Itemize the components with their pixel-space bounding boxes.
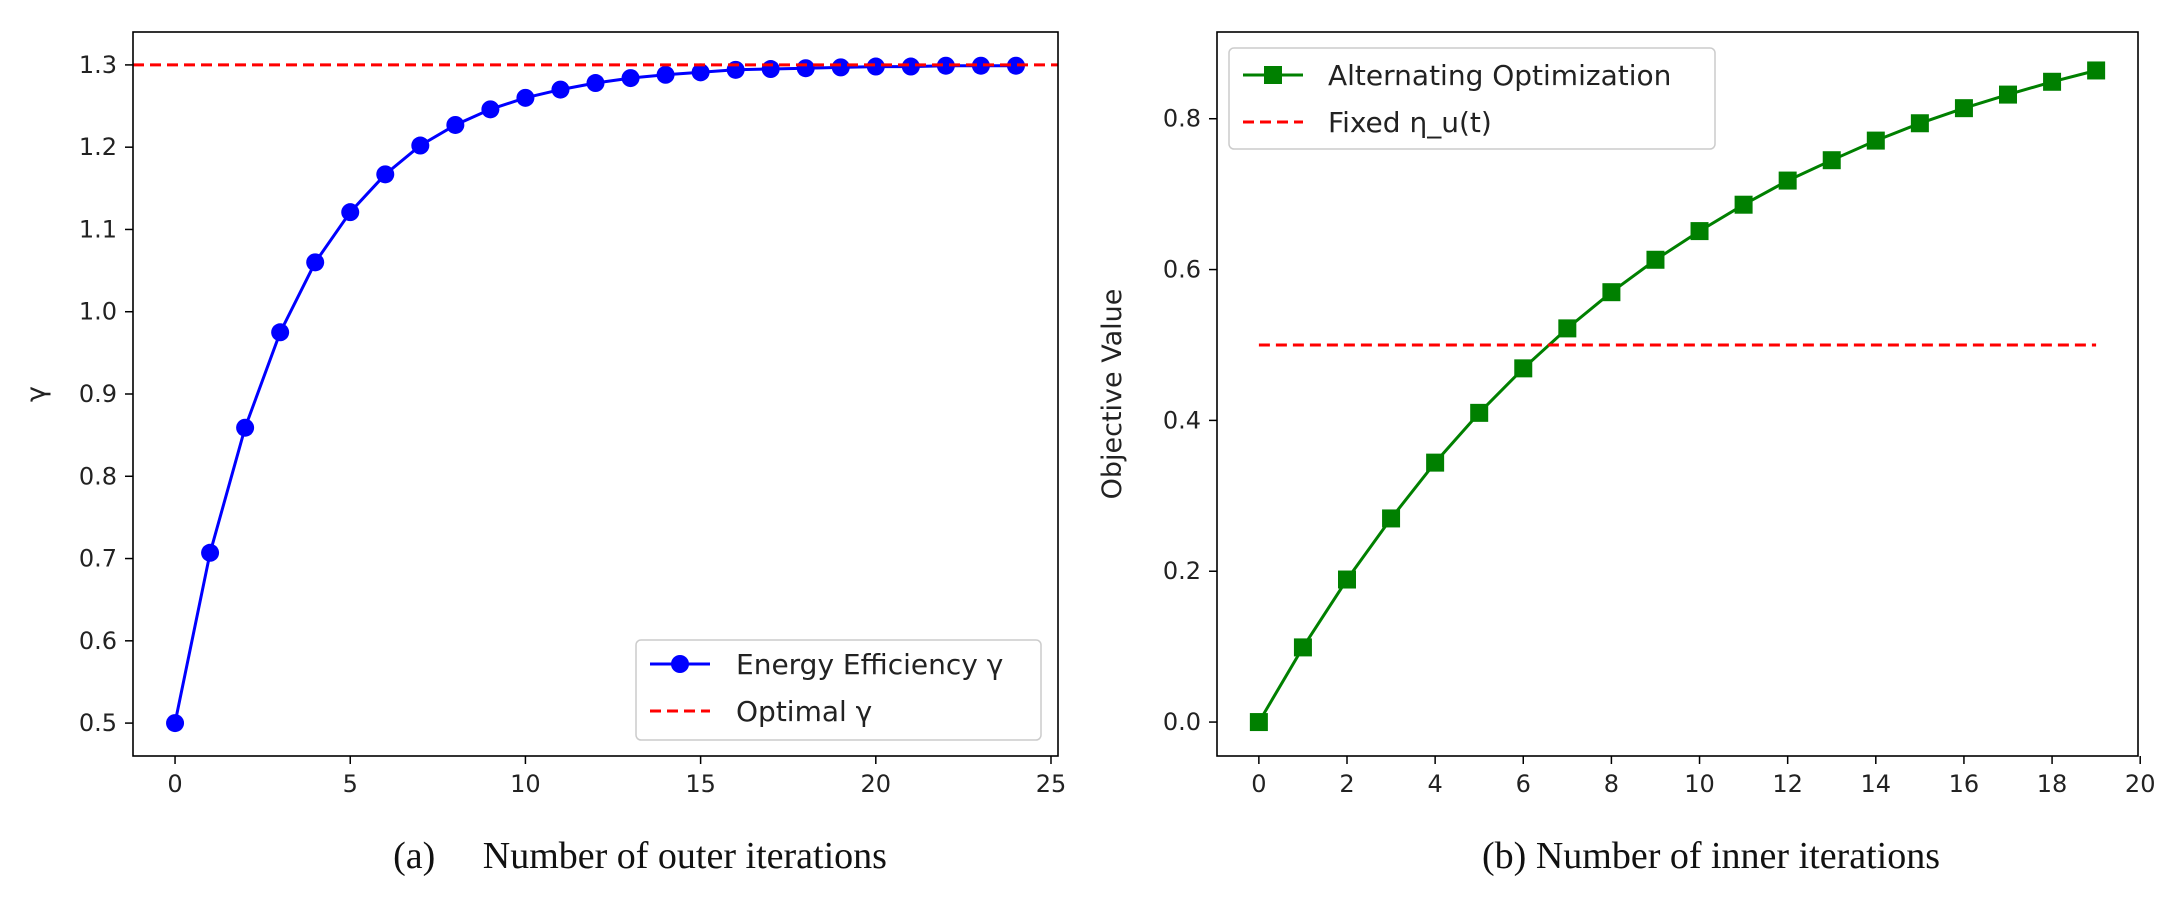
chart-a-data-point xyxy=(691,63,710,82)
chart-b-y-tick-label: 0.2 xyxy=(1163,557,1201,585)
chart-a-data-point xyxy=(446,115,465,134)
chart-b-data-point xyxy=(1999,85,2018,104)
chart-b-x-tick-label: 12 xyxy=(1772,770,1803,798)
chart-b-caption: (b) Number of inner iterations xyxy=(1482,835,1940,877)
chart-b-y-tick-label: 0.4 xyxy=(1163,406,1201,434)
chart-b-x-tick-label: 10 xyxy=(1684,770,1715,798)
chart-a-data-point xyxy=(306,253,325,272)
chart-b-y-ticks: 0.0 0.2 0.4 0.6 0.8 xyxy=(1163,105,1217,736)
chart-a-y-tick-label: 0.9 xyxy=(79,380,117,408)
chart-a-data-point xyxy=(796,59,815,78)
chart-a-caption: (a) Number of outer iterations xyxy=(393,835,887,877)
chart-a-x-tick-label: 20 xyxy=(861,770,892,798)
chart-b: 0 2 4 6 8 10 12 14 16 18 20 0.0 0.2 0.4 0.6 0.8 Object… xyxy=(1097,31,2155,877)
chart-b-x-tick-label: 4 xyxy=(1427,770,1442,798)
chart-b-data-point xyxy=(2087,61,2106,80)
chart-a-data-point xyxy=(201,543,220,562)
chart-a-legend-box xyxy=(635,639,1042,741)
chart-b-x-tick-label: 18 xyxy=(2037,770,2068,798)
chart-a-x-tick-label: 15 xyxy=(685,770,716,798)
chart-b-legend-label-fixed: Fixed η_u(t) xyxy=(1328,106,1492,139)
chart-b-x-tick-label: 16 xyxy=(1949,770,1980,798)
chart-b-data-point xyxy=(1778,171,1797,190)
chart-b-x-tick-label: 14 xyxy=(1861,770,1892,798)
chart-b-x-ticks: 0 2 4 6 8 10 12 14 16 18 20 xyxy=(1251,756,2155,798)
chart-a-x-tick-label: 5 xyxy=(343,770,358,798)
chart-b-data-point xyxy=(1426,453,1445,472)
chart-a-x-tick-label: 25 xyxy=(1036,770,1067,798)
chart-b-data-point xyxy=(1690,222,1709,241)
chart-b-legend: Alternating Optimization Fixed η_u(t) xyxy=(1228,47,1716,150)
chart-a-y-tick-label: 0.6 xyxy=(79,627,117,655)
chart-b-data-point xyxy=(1470,403,1489,422)
chart-b-data-point xyxy=(1910,114,1929,133)
chart-a-data-point xyxy=(516,88,535,107)
chart-b-data-point xyxy=(1646,250,1665,269)
chart-a-y-tick-label: 0.8 xyxy=(79,462,117,490)
chart-a-x-tick-label: 0 xyxy=(167,770,182,798)
chart-b-legend-box xyxy=(1228,47,1716,150)
chart-b-data-point xyxy=(1558,319,1577,338)
chart-a-data-point xyxy=(936,56,955,75)
chart-a-data-point xyxy=(586,74,605,93)
chart-a-y-tick-label: 0.7 xyxy=(79,545,117,573)
chart-b-x-tick-label: 8 xyxy=(1604,770,1619,798)
chart-a-data-point xyxy=(621,69,640,88)
chart-a-data-point xyxy=(341,203,360,222)
chart-a-legend-swatch-marker-energy xyxy=(671,655,689,673)
chart-b-y-tick-label: 0.8 xyxy=(1163,105,1201,133)
chart-a-y-axis-label: γ xyxy=(21,386,52,402)
chart-b-x-tick-label: 6 xyxy=(1516,770,1531,798)
chart-a-y-tick-label: 1.3 xyxy=(79,51,117,79)
chart-a-data-point xyxy=(411,136,430,155)
chart-a-data-point xyxy=(236,418,255,437)
chart-b-data-point xyxy=(1337,570,1356,589)
chart-a-data-point xyxy=(971,56,990,75)
chart-b-data-point xyxy=(1249,713,1268,732)
chart-b-x-tick-label: 20 xyxy=(2125,770,2156,798)
chart-b-series-group xyxy=(1249,61,2106,732)
chart-a-data-point xyxy=(1006,56,1025,75)
chart-a-x-ticks: 0 5 10 15 20 25 xyxy=(167,756,1066,798)
chart-a-data-point xyxy=(831,58,850,77)
chart-b-data-point xyxy=(1866,131,1885,150)
chart-b-y-tick-label: 0.0 xyxy=(1163,708,1201,736)
chart-a-y-tick-label: 1.1 xyxy=(79,215,117,243)
chart-b-data-point xyxy=(1822,151,1841,170)
chart-a-legend-label-optimal: Optimal γ xyxy=(736,695,872,728)
chart-a-y-tick-label: 1.0 xyxy=(79,298,117,326)
chart-b-x-tick-label: 0 xyxy=(1251,770,1266,798)
chart-a-legend: Energy Efficiency γ Optimal γ xyxy=(635,639,1042,741)
chart-a-data-point xyxy=(656,65,675,84)
chart-a-data-point xyxy=(271,323,290,342)
chart-a-data-point xyxy=(551,80,570,99)
chart-a-data-point xyxy=(901,57,920,76)
chart-b-legend-label-alternating: Alternating Optimization xyxy=(1328,59,1671,92)
chart-a-data-point xyxy=(376,165,395,184)
chart-a-y-tick-label: 1.2 xyxy=(79,133,117,161)
chart-a-series-group xyxy=(133,56,1058,733)
chart-a-data-point xyxy=(166,714,185,733)
chart-b-y-axis-label: Objective Value xyxy=(1097,289,1128,500)
chart-b-x-tick-label: 2 xyxy=(1339,770,1354,798)
chart-b-y-tick-label: 0.6 xyxy=(1163,256,1201,284)
chart-b-data-point xyxy=(1382,509,1401,528)
chart-b-legend-swatch-marker-alternating xyxy=(1264,66,1282,84)
chart-a-data-point xyxy=(481,100,500,119)
chart-b-data-point xyxy=(2043,72,2062,91)
chart-a-data-point xyxy=(866,57,885,76)
chart-a: 0 5 10 15 20 25 0.5 0.6 0.7 0.8 0.9 1.0 1.1 1.2 1.3 γ… xyxy=(21,31,1066,877)
chart-b-data-point xyxy=(1954,99,1973,118)
chart-a-x-tick-label: 10 xyxy=(510,770,541,798)
chart-b-plot-frame xyxy=(1216,31,2139,757)
chart-b-data-point xyxy=(1734,195,1753,214)
chart-a-data-point xyxy=(761,60,780,79)
chart-b-data-point xyxy=(1293,638,1312,657)
chart-a-legend-label-energy: Energy Efficiency γ xyxy=(736,648,1003,681)
chart-b-data-point xyxy=(1602,283,1621,302)
chart-a-y-ticks: 0.5 0.6 0.7 0.8 0.9 1.0 1.1 1.2 1.3 xyxy=(79,51,133,737)
chart-b-data-point xyxy=(1514,359,1533,378)
chart-a-y-tick-label: 0.5 xyxy=(79,709,117,737)
